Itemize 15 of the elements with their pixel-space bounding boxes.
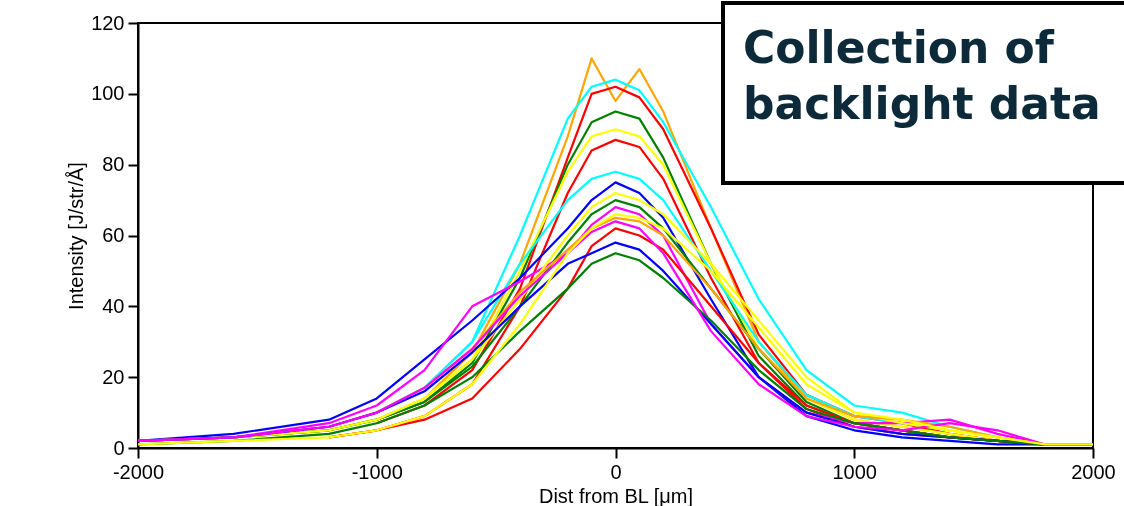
y-tick-label: 60: [102, 224, 125, 246]
y-tick-label: 40: [102, 294, 125, 317]
y-axis-title: Intensity [J/str/Å]: [65, 162, 88, 310]
annotation: Collection of backlight data: [743, 22, 1101, 129]
y-tick-label: 100: [91, 82, 125, 105]
y-tick-label: 120: [91, 11, 125, 34]
x-tick-label: 2000: [1071, 460, 1116, 483]
y-tick-label: 20: [102, 365, 125, 388]
x-tick-label: 0: [610, 460, 622, 483]
x-tick-label: -2000: [112, 460, 165, 483]
y-tick-label: 0: [113, 436, 125, 459]
y-tick-label: 80: [102, 153, 125, 176]
x-tick-label: -1000: [351, 460, 403, 483]
x-tick-label: 1000: [832, 460, 877, 483]
x-axis-title: Dist from BL [μm]: [538, 484, 694, 506]
